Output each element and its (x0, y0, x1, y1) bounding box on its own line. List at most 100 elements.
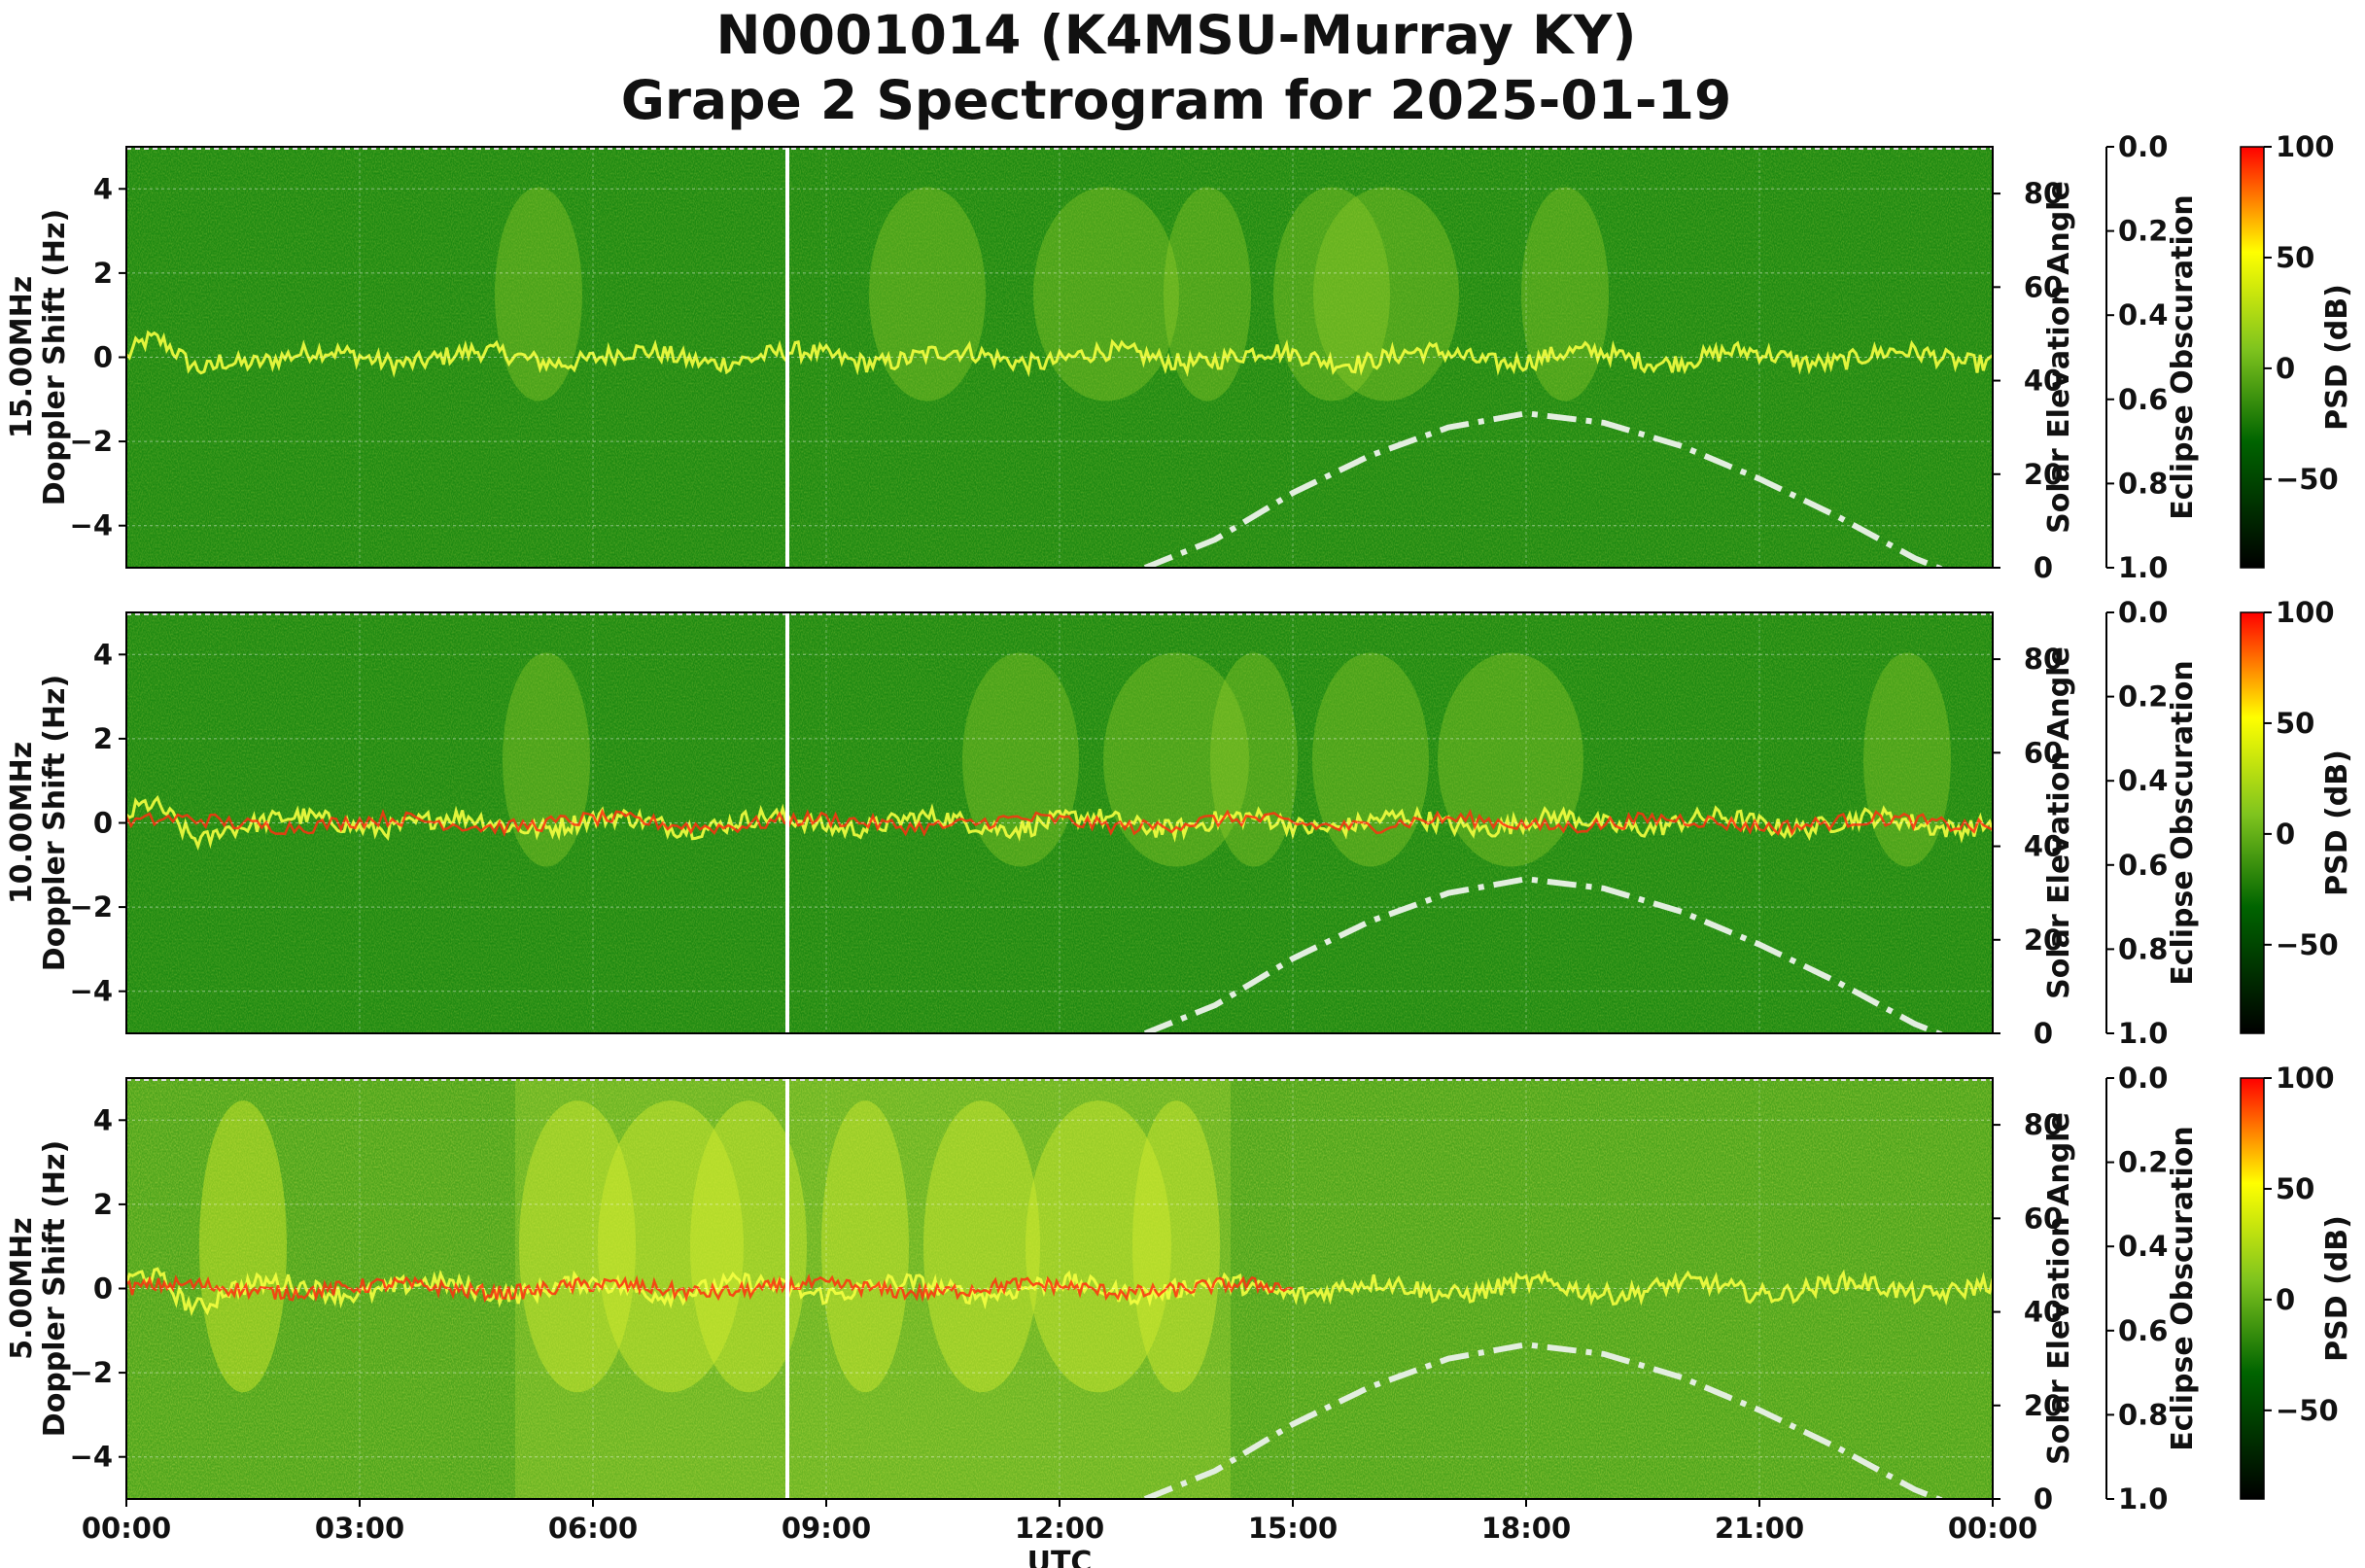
y-tick-label: −2 (70, 890, 113, 923)
y-tick-label: 0 (93, 1272, 113, 1306)
eclipse-tick-label: 0.0 (2118, 130, 2168, 163)
chart-title-line2: Grape 2 Spectrogram for 2025-01-19 (621, 69, 1732, 131)
eclipse-tick-label: 0.4 (2118, 298, 2168, 331)
y2-tick-label: 60 (2024, 1202, 2063, 1235)
spectrogram-blob (1026, 1100, 1171, 1393)
y2-tick-label: 0 (2034, 551, 2053, 584)
y2-tick-label: 20 (2024, 1389, 2063, 1422)
eclipse-tick-label: 0.6 (2118, 1314, 2168, 1347)
y2-axis-label: Solar Elevation Angle (2042, 181, 2076, 534)
x-tick-label: 06:00 (548, 1512, 638, 1545)
y-axis-label-doppler: Doppler Shift (Hz) (38, 675, 72, 971)
x-tick-label: 15:00 (1248, 1512, 1338, 1545)
eclipse-tick-label: 0.8 (2118, 467, 2168, 500)
spectrogram-blob (199, 1100, 287, 1393)
spectrogram-features (126, 652, 1993, 867)
colorbar-tick-label: 50 (2276, 241, 2314, 274)
spectrogram-blob (821, 1100, 909, 1393)
eclipse-tick-label: 0.4 (2118, 764, 2168, 797)
y-axis-label-doppler: Doppler Shift (Hz) (38, 1140, 72, 1437)
colorbar (2240, 146, 2265, 569)
y-tick-label: 4 (93, 172, 113, 205)
solar-elevation-curve (1143, 410, 1947, 568)
spectrogram-blob (1312, 652, 1429, 867)
y-tick-label: −4 (70, 509, 113, 542)
spectrogram-blob (495, 187, 582, 401)
y-tick-label: 2 (93, 257, 113, 290)
y-tick-label: 0 (93, 341, 113, 374)
chart-title-line1: N0001014 (K4MSU-Murray KY) (715, 4, 1636, 66)
colorbar-tick-label: 0 (2276, 352, 2295, 385)
y2-tick-label: 40 (2024, 365, 2063, 398)
spectrogram-blob (1210, 652, 1298, 867)
y2-axis-label: Solar Elevation Angle (2042, 646, 2076, 999)
y-tick-label: 4 (93, 1103, 113, 1136)
colorbar-tick-label: 50 (2276, 707, 2314, 740)
spectrogram-blob (1521, 187, 1609, 401)
panel-5.00MHz: 420−2−45.00MHz Doppler Shift (Hz)02040608… (5, 1062, 2354, 1516)
colorbar-tick-label: 50 (2276, 1172, 2314, 1205)
doppler-trace (126, 330, 1993, 378)
eclipse-tick-label: 0.4 (2118, 1230, 2168, 1263)
x-tick-label: 18:00 (1481, 1512, 1571, 1545)
x-tick-label: 00:00 (1948, 1512, 2037, 1545)
eclipse-tick-label: 0.0 (2118, 596, 2168, 629)
colorbar-tick-label: −50 (2276, 463, 2339, 496)
colorbar-tick-label: 100 (2276, 1062, 2335, 1095)
solar-elevation-curve (1143, 1342, 1947, 1499)
spectrogram-features (126, 1078, 1993, 1499)
colorbar-tick-label: 100 (2276, 596, 2335, 629)
spectrogram-blob (923, 1100, 1040, 1393)
y-tick-label: −4 (70, 1441, 113, 1474)
y-axis-label-freq: 5.00MHz (5, 1217, 39, 1359)
y2-tick-label: 80 (2024, 1108, 2063, 1141)
y2-tick-label: 80 (2024, 643, 2063, 676)
eclipse-tick-label: 1.0 (2118, 1482, 2168, 1516)
y-tick-label: −2 (70, 425, 113, 458)
eclipse-axis-label: Eclipse Obscuration (2166, 660, 2200, 986)
eclipse-tick-label: 0.8 (2118, 1398, 2168, 1431)
y-tick-label: −4 (70, 975, 113, 1008)
x-tick-label: 21:00 (1715, 1512, 1804, 1545)
colorbar-tick-label: −50 (2276, 1394, 2339, 1427)
solar-elevation-curve (1143, 876, 1947, 1033)
colorbar-tick-label: −50 (2276, 928, 2339, 961)
spectrogram-blob (598, 1100, 744, 1393)
spectrogram-blob (1863, 652, 1951, 867)
spectrogram-blob (1164, 187, 1251, 401)
y-axis-label-doppler: Doppler Shift (Hz) (38, 209, 72, 505)
y-tick-label: −2 (70, 1356, 113, 1389)
colorbar-label: PSD (dB) (2320, 1215, 2354, 1362)
y2-tick-label: 0 (2034, 1482, 2053, 1516)
y2-tick-label: 20 (2024, 923, 2063, 957)
y-tick-label: 4 (93, 638, 113, 671)
eclipse-axis-label: Eclipse Obscuration (2166, 194, 2200, 520)
panels: 420−2−415.00MHz Doppler Shift (Hz)0204060… (5, 130, 2354, 1516)
doppler-trace-peak (126, 1273, 1294, 1304)
eclipse-tick-label: 1.0 (2118, 1017, 2168, 1050)
colorbar-tick-label: 0 (2276, 818, 2295, 851)
y2-tick-label: 0 (2034, 1017, 2053, 1050)
colorbar-label: PSD (dB) (2320, 749, 2354, 896)
spectrogram-features (126, 187, 1993, 401)
y2-tick-label: 80 (2024, 177, 2063, 210)
y-axis-label-freq: 10.00MHz (5, 742, 39, 904)
y2-tick-label: 40 (2024, 830, 2063, 863)
y-tick-label: 2 (93, 722, 113, 755)
y-tick-label: 0 (93, 807, 113, 840)
eclipse-axis-label: Eclipse Obscuration (2166, 1126, 2200, 1451)
doppler-trace (126, 794, 1993, 852)
x-axis: 00:00 03:00 06:00 09:00 12:00 15:00 18:00 21:00… (82, 1499, 2037, 1568)
spectrogram-blob (519, 1100, 636, 1393)
spectrogram-blob (1103, 652, 1249, 867)
eclipse-tick-label: 0.2 (2118, 215, 2168, 248)
spectrogram-blob (1132, 1100, 1220, 1393)
colorbar-tick-label: 0 (2276, 1283, 2295, 1316)
y2-axis-label: Solar Elevation Angle (2042, 1112, 2076, 1465)
x-tick-label: 03:00 (315, 1512, 404, 1545)
spectrogram-blob (690, 1100, 807, 1393)
eclipse-tick-label: 1.0 (2118, 551, 2168, 584)
eclipse-tick-label: 0.6 (2118, 849, 2168, 882)
spectrogram-blob (869, 187, 986, 401)
